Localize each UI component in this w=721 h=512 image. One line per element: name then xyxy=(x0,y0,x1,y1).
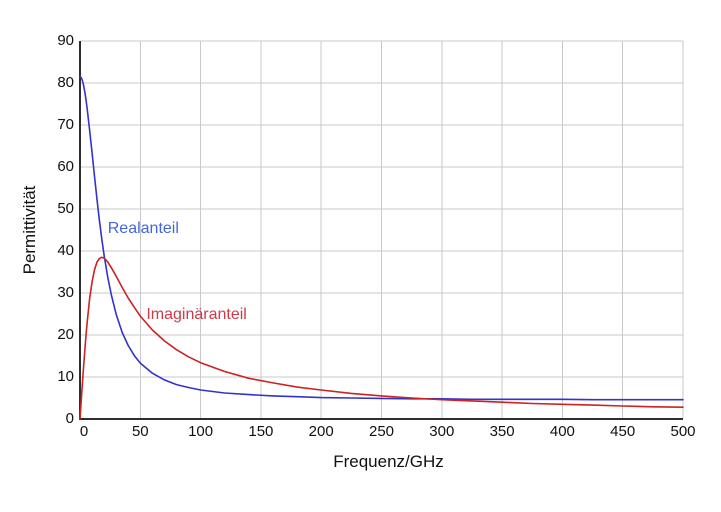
x-tick-label: 400 xyxy=(549,423,575,440)
y-tick-label: 10 xyxy=(57,368,74,385)
x-tick-label: 300 xyxy=(429,423,455,440)
x-tick-label: 450 xyxy=(610,423,636,440)
x-tick-label: 250 xyxy=(368,423,395,440)
x-tick-label: 0 xyxy=(79,423,89,440)
y-tick-label: 30 xyxy=(57,284,74,301)
y-tick-label: 0 xyxy=(65,410,74,427)
x-tick-label: 50 xyxy=(131,423,149,440)
x-tick-label: 100 xyxy=(188,423,214,440)
x-tick-label: 500 xyxy=(670,423,696,440)
y-tick-label: 80 xyxy=(57,74,74,91)
x-axis-title: Frequenz/GHz xyxy=(333,452,444,471)
y-tick-label: 90 xyxy=(57,32,74,49)
x-tick-label: 150 xyxy=(248,423,274,440)
y-tick-label: 20 xyxy=(57,326,74,343)
series-label-imaginaeranteil: Imaginäranteil xyxy=(146,305,247,323)
y-axis-title: Permittivität xyxy=(20,185,39,275)
curve-imaginary xyxy=(79,256,684,420)
y-tick-label: 70 xyxy=(57,116,74,133)
x-tick-label: 200 xyxy=(308,423,334,440)
curve-real xyxy=(79,75,684,401)
y-tick-label: 40 xyxy=(57,242,74,259)
series-label-realanteil: Realanteil xyxy=(107,219,179,237)
x-tick-label: 350 xyxy=(489,423,515,440)
y-tick-label: 60 xyxy=(57,158,74,175)
y-tick-label: 50 xyxy=(57,200,74,217)
